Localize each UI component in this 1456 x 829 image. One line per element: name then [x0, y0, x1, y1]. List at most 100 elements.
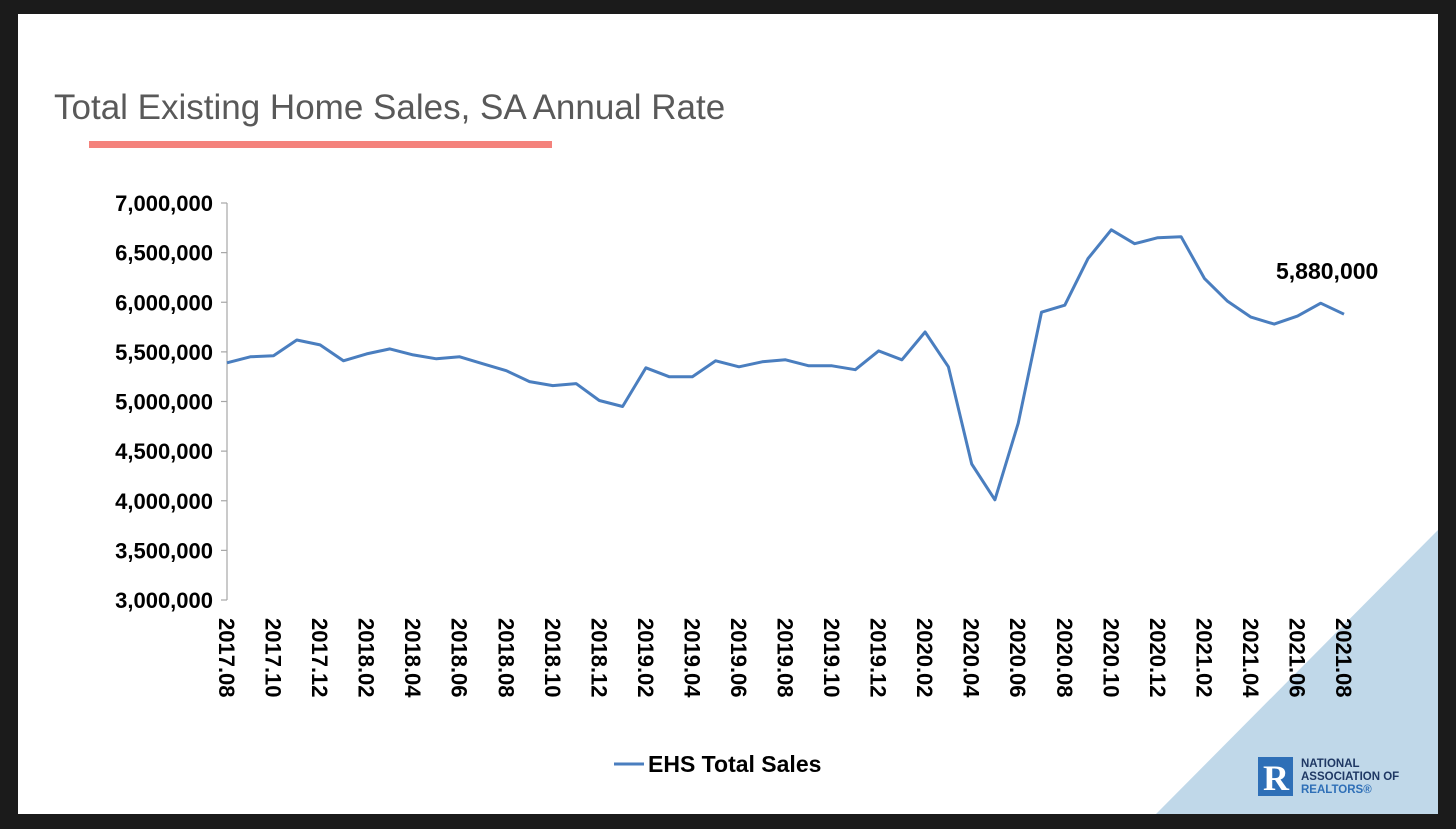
- data-point: [1226, 299, 1230, 303]
- nar-logo: R NATIONAL ASSOCIATION OF REALTORS®: [1258, 757, 1399, 798]
- data-point: [1109, 228, 1113, 232]
- data-point: [760, 360, 764, 364]
- data-point: [225, 361, 229, 365]
- series-line-ehs-total-sales: [226, 228, 1345, 502]
- x-tick-label: 2020.10: [1098, 618, 1123, 698]
- data-point: [1156, 236, 1160, 240]
- x-tick-label: 2019.06: [726, 618, 751, 698]
- logo-line-1: NATIONAL: [1301, 758, 1360, 770]
- x-tick-label: 2019.04: [679, 618, 704, 698]
- y-axis: 3,000,000 3,500,000 4,000,000 4,500,000 5,00…: [115, 191, 228, 613]
- x-tick-label: 2017.12: [307, 618, 332, 698]
- data-point: [621, 405, 625, 409]
- y-tick-label: 7,000,000: [115, 191, 213, 216]
- corner-triangle: [1156, 530, 1438, 814]
- data-point: [1040, 310, 1044, 314]
- data-point: [295, 338, 299, 342]
- data-point: [737, 365, 741, 369]
- data-point: [248, 355, 252, 359]
- data-point: [993, 498, 997, 502]
- data-point: [923, 330, 927, 334]
- x-tick-label: 2021.06: [1284, 618, 1309, 698]
- data-point: [853, 368, 857, 372]
- data-point: [551, 384, 555, 388]
- data-point: [714, 359, 718, 363]
- x-tick-label: 2021.04: [1238, 618, 1263, 698]
- x-tick-label: 2019.02: [633, 618, 658, 698]
- x-tick-label: 2021.02: [1191, 618, 1216, 698]
- data-point: [1272, 322, 1276, 326]
- data-point: [970, 462, 974, 466]
- data-point: [830, 364, 834, 368]
- y-tick-label: 3,000,000: [115, 588, 213, 613]
- data-point: [1202, 276, 1206, 280]
- y-tick-label: 6,500,000: [115, 241, 213, 266]
- x-tick-label: 2020.12: [1145, 618, 1170, 698]
- x-tick-label: 2021.08: [1331, 618, 1356, 698]
- line-chart: Total Existing Home Sales, SA Annual Rat…: [54, 88, 1438, 814]
- data-point: [784, 358, 788, 362]
- x-tick-label: 2019.12: [866, 618, 891, 698]
- data-point: [388, 347, 392, 351]
- x-tick-label: 2017.08: [214, 618, 239, 698]
- data-point: [1086, 257, 1090, 261]
- logo-mark: [1258, 757, 1293, 796]
- x-tick-label: 2019.10: [819, 618, 844, 698]
- slide: Total Existing Home Sales, SA Annual Rat…: [18, 14, 1438, 814]
- data-point: [900, 358, 904, 362]
- y-tick-label: 3,500,000: [115, 538, 213, 563]
- data-point: [574, 382, 578, 386]
- y-tick-label: 6,000,000: [115, 290, 213, 315]
- x-tick-label: 2020.06: [1005, 618, 1030, 698]
- y-tick-label: 5,500,000: [115, 340, 213, 365]
- logo-mark-letter: R: [1263, 758, 1290, 798]
- data-point: [690, 375, 694, 379]
- data-point: [1133, 242, 1137, 246]
- data-point: [272, 354, 276, 358]
- logo-line-3: REALTORS®: [1301, 784, 1372, 796]
- data-point: [434, 357, 438, 361]
- data-point: [318, 343, 322, 347]
- data-point: [1016, 421, 1020, 425]
- chart-title: Total Existing Home Sales, SA Annual Rat…: [54, 88, 725, 127]
- data-point: [667, 375, 671, 379]
- y-tick-label: 5,000,000: [115, 390, 213, 415]
- y-tick-label: 4,500,000: [115, 439, 213, 464]
- x-tick-label: 2018.02: [354, 618, 379, 698]
- x-tick-label: 2017.10: [261, 618, 286, 698]
- x-tick-label: 2020.02: [912, 618, 937, 698]
- x-axis: 2017.08 2017.10 2017.12 2018.02 2018.04 2018.…: [214, 618, 1356, 698]
- x-tick-label: 2018.06: [447, 618, 472, 698]
- data-point: [1342, 312, 1346, 316]
- data-point: [877, 349, 881, 353]
- data-point: [481, 362, 485, 366]
- data-point: [528, 380, 532, 384]
- data-point: [644, 366, 648, 370]
- legend: EHS Total Sales: [614, 751, 821, 777]
- x-tick-label: 2018.08: [493, 618, 518, 698]
- series-group: [225, 228, 1346, 502]
- data-point: [1179, 235, 1183, 239]
- x-tick-label: 2020.04: [959, 618, 984, 698]
- data-point: [597, 399, 601, 403]
- data-point: [807, 364, 811, 368]
- data-point: [365, 352, 369, 356]
- x-tick-label: 2020.08: [1052, 618, 1077, 698]
- x-tick-label: 2018.04: [400, 618, 425, 698]
- data-point: [341, 359, 345, 363]
- legend-label: EHS Total Sales: [648, 751, 821, 777]
- y-tick-label: 4,000,000: [115, 489, 213, 514]
- data-point: [504, 369, 508, 373]
- x-tick-label: 2018.10: [540, 618, 565, 698]
- last-value-annotation: 5,880,000: [1276, 258, 1378, 284]
- data-point: [458, 355, 462, 359]
- x-tick-label: 2019.08: [773, 618, 798, 698]
- logo-line-2: ASSOCIATION OF: [1301, 771, 1399, 783]
- data-point: [946, 365, 950, 369]
- title-underline: [89, 141, 552, 148]
- data-point: [1319, 301, 1323, 305]
- x-tick-label: 2018.12: [586, 618, 611, 698]
- data-point: [1063, 303, 1067, 307]
- data-point: [1249, 315, 1253, 319]
- data-point: [411, 353, 415, 357]
